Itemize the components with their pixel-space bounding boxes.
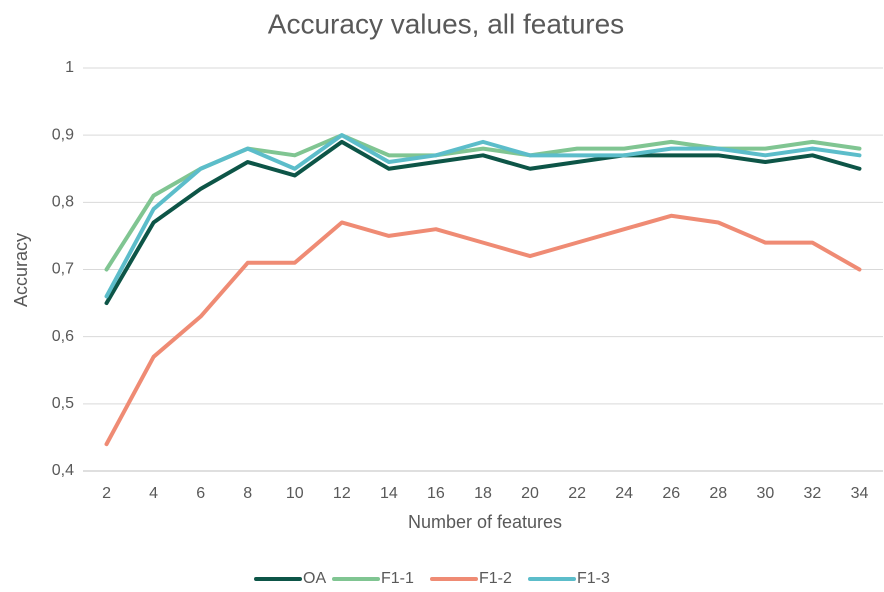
x-tick-label: 30 bbox=[756, 485, 774, 502]
x-tick-label: 34 bbox=[851, 485, 869, 502]
x-tick-label: 20 bbox=[521, 485, 539, 502]
series-line bbox=[104, 213, 862, 447]
series-line bbox=[104, 133, 862, 299]
y-tick-label: 0,5 bbox=[52, 395, 74, 412]
x-tick-label: 12 bbox=[333, 485, 351, 502]
x-tick-label: 32 bbox=[804, 485, 822, 502]
y-axis-label: Accuracy bbox=[11, 233, 31, 307]
x-tick-label: 18 bbox=[474, 485, 492, 502]
x-tick-label: 4 bbox=[149, 485, 158, 502]
y-tick-label: 0,8 bbox=[52, 194, 74, 211]
x-tick-label: 10 bbox=[286, 485, 304, 502]
y-tick-label: 0,6 bbox=[52, 328, 74, 345]
x-tick-label: 2 bbox=[102, 485, 111, 502]
y-tick-label: 0,9 bbox=[52, 126, 74, 143]
legend-label: F1-3 bbox=[577, 570, 610, 587]
x-tick-label: 22 bbox=[568, 485, 586, 502]
y-tick-label: 1 bbox=[65, 59, 74, 76]
chart-title: Accuracy values, all features bbox=[268, 8, 624, 39]
x-axis-label: Number of features bbox=[408, 512, 562, 532]
x-tick-label: 24 bbox=[615, 485, 633, 502]
x-tick-label: 16 bbox=[427, 485, 445, 502]
y-tick-label: 0,4 bbox=[52, 462, 74, 479]
legend-label: OA bbox=[303, 570, 326, 587]
x-tick-label: 28 bbox=[709, 485, 727, 502]
legend-label: F1-2 bbox=[479, 570, 512, 587]
x-tick-label: 26 bbox=[662, 485, 680, 502]
series-line bbox=[104, 139, 862, 306]
x-tick-label: 6 bbox=[196, 485, 205, 502]
x-tick-label: 8 bbox=[243, 485, 252, 502]
x-tick-label: 14 bbox=[380, 485, 398, 502]
y-tick-label: 0,7 bbox=[52, 261, 74, 278]
legend-label: F1-1 bbox=[381, 570, 414, 587]
